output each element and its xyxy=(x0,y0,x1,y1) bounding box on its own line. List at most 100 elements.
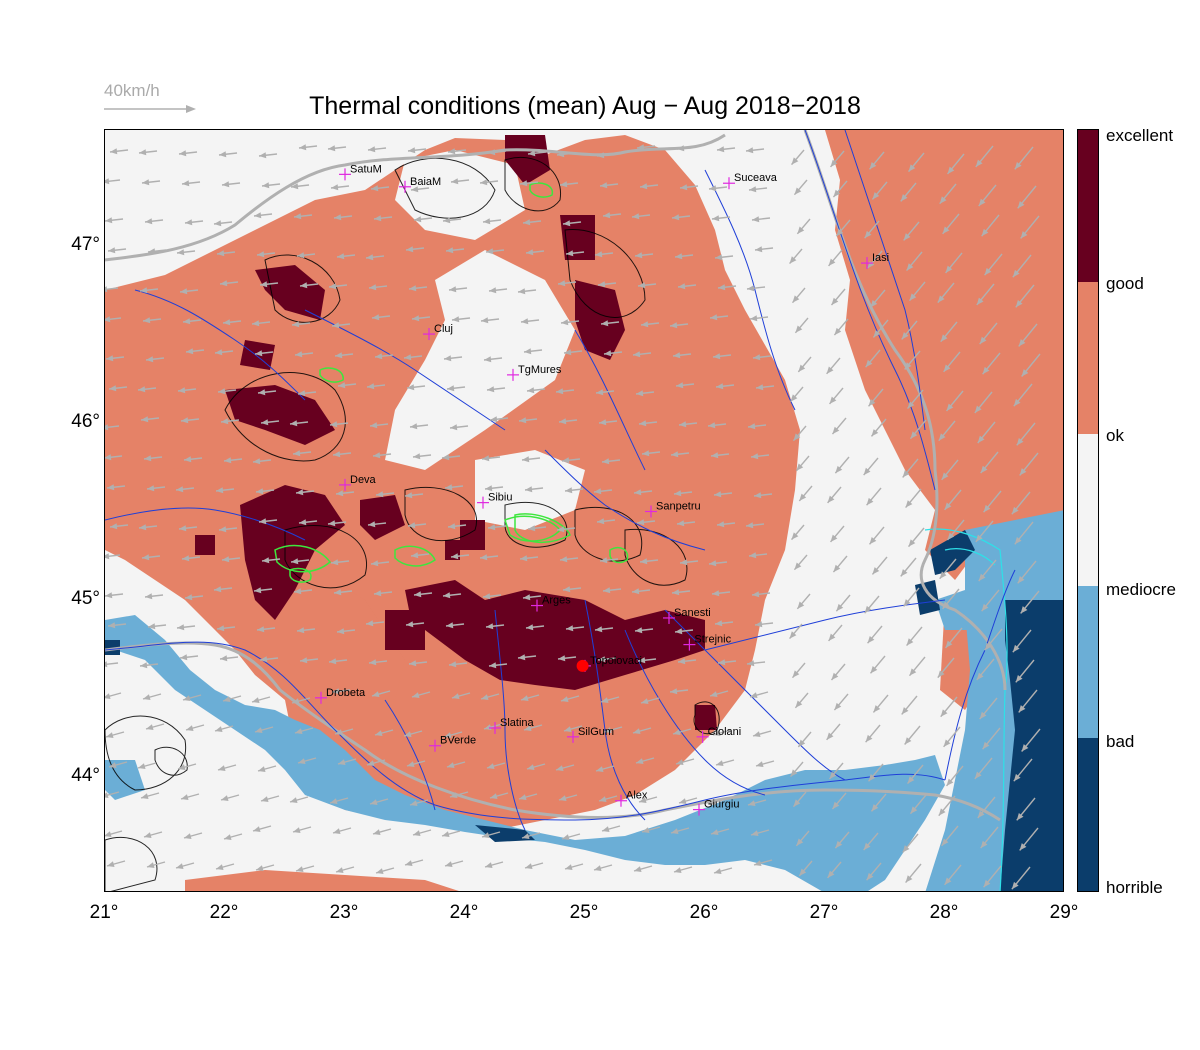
wind-arrow-icon xyxy=(479,554,499,561)
wind-arrow-icon xyxy=(251,320,271,327)
wind-arrow-icon xyxy=(299,657,319,664)
wind-arrow-icon xyxy=(904,350,921,370)
wind-arrow-icon xyxy=(937,657,955,679)
wind-arrow-icon xyxy=(710,828,730,836)
wind-arrow-icon xyxy=(670,451,690,458)
city-marker[interactable]: Cluj xyxy=(423,323,453,341)
wind-arrow-icon xyxy=(488,662,508,669)
city-marker[interactable]: Slatina xyxy=(489,717,535,734)
wind-arrow-icon xyxy=(673,490,693,497)
wind-arrow-icon xyxy=(482,593,502,600)
wind-arrow-icon xyxy=(485,623,505,630)
city-marker[interactable]: BaiaM xyxy=(399,176,441,193)
wind-arrow-icon xyxy=(526,387,546,394)
wind-arrow-icon xyxy=(678,421,698,428)
city-label: Deva xyxy=(350,474,377,486)
city-marker[interactable]: BVerde xyxy=(429,735,476,752)
x-tick-label: 25° xyxy=(569,902,599,923)
city-marker[interactable]: Suceava xyxy=(723,172,778,190)
wind-arrow-icon xyxy=(868,151,885,170)
city-marker[interactable]: Strejnic xyxy=(683,634,732,651)
wind-arrow-icon xyxy=(710,452,730,459)
wind-arrow-icon xyxy=(144,218,164,225)
wind-arrow-icon xyxy=(938,795,956,817)
wind-arrow-icon xyxy=(445,247,465,254)
wind-arrow-icon xyxy=(147,248,167,255)
city-marker[interactable]: Ciolani xyxy=(696,726,742,743)
wind-arrow-icon xyxy=(299,282,319,289)
city-marker[interactable]: Sanesti xyxy=(663,607,711,624)
wind-arrow-icon xyxy=(218,151,238,158)
wind-arrow-icon xyxy=(525,249,545,256)
wind-arrow-icon xyxy=(1020,590,1040,614)
wind-arrow-icon xyxy=(253,212,273,219)
wind-arrow-icon xyxy=(974,391,993,414)
wind-arrow-icon xyxy=(446,385,466,392)
city-marker[interactable]: SatuM xyxy=(339,163,382,181)
city-marker[interactable]: TgMures xyxy=(507,364,562,381)
wind-arrow-icon xyxy=(715,759,735,767)
wind-arrow-icon xyxy=(520,318,540,325)
city-marker[interactable]: Giurgiu xyxy=(693,799,739,816)
wind-arrow-icon xyxy=(677,283,697,290)
wind-arrow-icon xyxy=(640,321,660,328)
wind-arrow-icon xyxy=(909,419,927,440)
wind-arrow-icon xyxy=(941,825,959,847)
wind-arrow-icon xyxy=(105,692,122,700)
wind-arrow-icon xyxy=(831,417,847,435)
wind-arrow-icon xyxy=(980,826,999,849)
wind-arrow-icon xyxy=(602,587,622,594)
x-tick-label: 23° xyxy=(329,902,359,923)
wind-arrow-icon xyxy=(368,284,388,291)
wind-arrow-icon xyxy=(1021,353,1041,377)
wind-arrow-icon xyxy=(907,389,924,410)
city-marker[interactable]: Deva xyxy=(339,474,377,491)
wind-arrow-icon xyxy=(669,688,689,695)
wind-arrow-icon xyxy=(906,626,923,647)
wind-arrow-icon xyxy=(905,863,922,883)
colorbar-label: bad xyxy=(1106,732,1135,751)
city-marker[interactable]: Arges xyxy=(531,595,571,612)
wind-arrow-icon xyxy=(599,557,619,564)
wind-arrow-icon xyxy=(524,862,544,870)
wind-arrow-icon xyxy=(1014,521,1034,545)
wind-arrow-icon xyxy=(864,220,880,239)
wind-arrow-icon xyxy=(603,726,623,734)
wind-arrow-icon xyxy=(595,389,615,396)
wind-arrow-icon xyxy=(289,420,309,427)
x-tick-label: 29° xyxy=(1049,902,1079,923)
wind-arrow-icon xyxy=(481,455,501,462)
wind-arrow-icon xyxy=(487,524,507,531)
wind-arrow-icon xyxy=(835,594,851,612)
wind-arrow-icon xyxy=(871,181,888,200)
city-marker[interactable]: Sanpetru xyxy=(645,501,701,518)
wind-arrow-icon xyxy=(215,863,235,871)
wind-arrow-icon xyxy=(1014,146,1034,170)
city-marker[interactable]: Drobeta xyxy=(315,687,366,704)
city-label: Sibiu xyxy=(488,492,512,504)
wind-arrow-icon xyxy=(327,520,347,527)
wind-arrow-icon xyxy=(292,826,312,834)
wind-arrow-icon xyxy=(143,455,163,462)
wind-arrow-icon xyxy=(522,594,542,601)
wind-arrow-icon xyxy=(524,486,544,493)
wind-vectors xyxy=(105,144,1041,890)
wind-arrow-icon xyxy=(446,761,466,769)
wind-arrow-icon xyxy=(639,558,659,565)
wind-arrow-icon xyxy=(946,153,965,175)
takeoff-point-marker[interactable] xyxy=(576,659,589,672)
wind-arrow-icon xyxy=(635,757,655,765)
wind-arrow-icon xyxy=(176,249,196,256)
wind-arrow-icon xyxy=(450,553,470,560)
wind-arrow-icon xyxy=(562,220,582,227)
city-marker[interactable]: SilGum xyxy=(567,726,614,743)
wind-arrow-icon xyxy=(835,219,851,237)
city-marker[interactable]: Iasi xyxy=(861,252,889,270)
wind-arrow-icon xyxy=(946,519,965,541)
city-marker[interactable]: Sibiu xyxy=(477,492,512,509)
wind-arrow-icon xyxy=(441,830,461,838)
wind-arrow-icon xyxy=(105,454,123,461)
city-marker[interactable]: Alex xyxy=(615,790,648,807)
wind-arrow-icon xyxy=(252,825,272,833)
city-label: Ciolani xyxy=(708,726,742,738)
